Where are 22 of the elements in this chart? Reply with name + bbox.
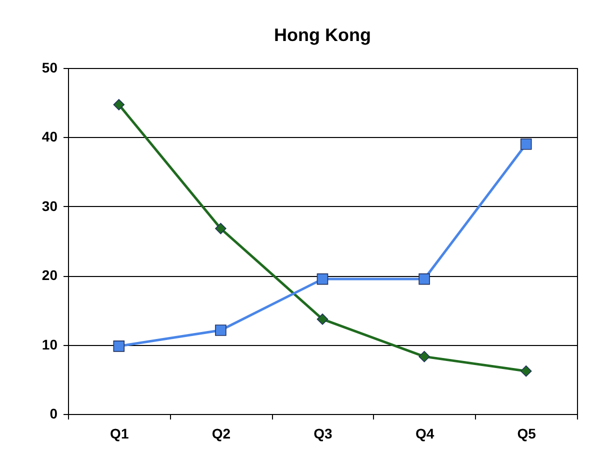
y-tick-label: 50 bbox=[42, 60, 58, 76]
point bbox=[215, 222, 226, 234]
point bbox=[418, 273, 430, 285]
x-tick-label: Q5 bbox=[517, 426, 536, 442]
point bbox=[316, 273, 328, 285]
point bbox=[520, 138, 532, 150]
x-tick-label: Q4 bbox=[415, 426, 434, 442]
x-tick-label: Q1 bbox=[110, 426, 129, 442]
y-tick-label: 20 bbox=[42, 267, 58, 284]
x-tick-label: Q2 bbox=[212, 426, 231, 442]
y-tick-label: 0 bbox=[50, 406, 58, 422]
y-tick-label: 40 bbox=[42, 128, 58, 145]
chart-title: Hong Kong bbox=[274, 25, 371, 45]
point bbox=[113, 99, 125, 110]
y-tick-label: 30 bbox=[42, 198, 58, 214]
x-tick-label: Q3 bbox=[314, 426, 333, 442]
point bbox=[418, 350, 430, 362]
point bbox=[520, 365, 532, 377]
point bbox=[113, 340, 125, 352]
point bbox=[215, 324, 226, 336]
y-tick-label: 10 bbox=[42, 336, 58, 352]
point bbox=[316, 314, 328, 325]
